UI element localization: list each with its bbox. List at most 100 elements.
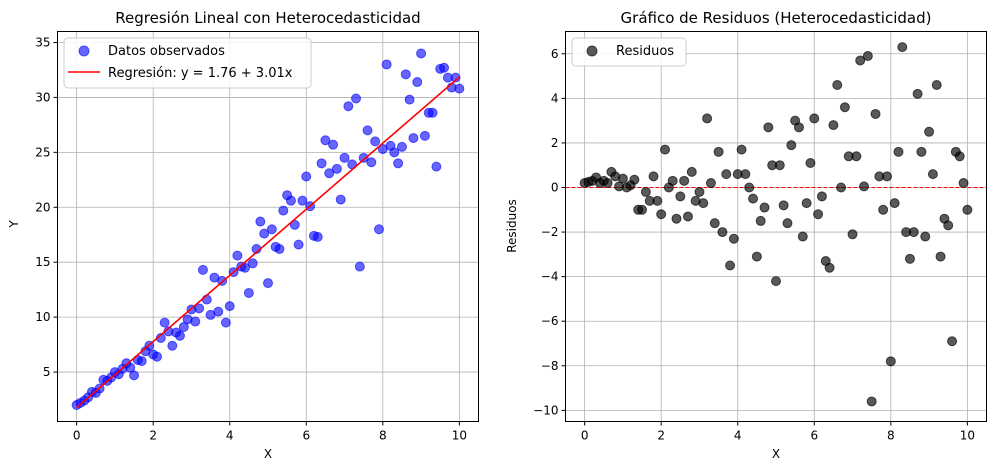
- regression-data-point: [159, 317, 170, 328]
- regression-y-tick-label: 25: [35, 145, 50, 159]
- regression-data-point: [412, 77, 423, 88]
- residuals-data-point: [640, 186, 651, 197]
- regression-line: [76, 76, 460, 409]
- regression-data-point: [201, 294, 212, 305]
- residuals-data-point: [947, 336, 958, 347]
- regression-chart: Regresión Lineal con Heterocedasticidad …: [7, 9, 479, 461]
- regression-data-point: [278, 205, 289, 216]
- regression-x-tick-label: 8: [379, 429, 387, 443]
- residuals-data-point: [709, 218, 720, 229]
- residuals-data-point: [908, 227, 919, 238]
- regression-y-ticks: 5 10 15 20 25 30 35: [35, 35, 58, 379]
- regression-y-tick-label: 20: [35, 200, 50, 214]
- legend-label-observed: Datos observados: [108, 44, 225, 59]
- residuals-data-point: [778, 200, 789, 211]
- residuals-data-point: [862, 51, 873, 62]
- residuals-data-point: [725, 260, 736, 271]
- residuals-data-point: [916, 146, 927, 157]
- residuals-grid: [565, 31, 987, 422]
- residuals-data-point: [920, 231, 931, 242]
- residuals-y-label: Residuos: [505, 199, 519, 253]
- residuals-y-tick-label: −6: [541, 314, 559, 328]
- residuals-data-point: [602, 178, 613, 189]
- residuals-data-point: [881, 171, 892, 182]
- residuals-data-point: [728, 233, 739, 244]
- regression-data-point: [129, 370, 140, 381]
- regression-data-point: [167, 340, 178, 351]
- residuals-data-point: [698, 198, 709, 209]
- residuals-data-point: [774, 160, 785, 171]
- residuals-data-point: [813, 209, 824, 220]
- residuals-data-point: [847, 229, 858, 240]
- regression-y-tick-label: 30: [35, 90, 50, 104]
- regression-data-point: [450, 72, 461, 83]
- legend-marker-observed: [78, 45, 90, 57]
- legend-label-regression: Regresión: y = 1.76 + 3.01x: [108, 66, 293, 81]
- residuals-data-point: [675, 191, 686, 202]
- residuals-data-point: [924, 126, 935, 137]
- residuals-data-point: [755, 215, 766, 226]
- residuals-points: [579, 42, 973, 407]
- regression-data-point: [259, 228, 270, 239]
- residuals-data-point: [870, 108, 881, 119]
- residuals-legend: Residuos: [571, 37, 687, 67]
- residuals-data-point: [805, 157, 816, 168]
- residuals-data-point: [962, 204, 973, 215]
- residuals-data-point: [904, 253, 915, 264]
- regression-data-point: [431, 161, 442, 172]
- regression-data-point: [370, 136, 381, 147]
- residuals-data-point: [679, 175, 690, 186]
- regression-data-point: [297, 195, 308, 206]
- regression-data-point: [393, 158, 404, 169]
- residuals-data-point: [927, 169, 938, 180]
- residuals-data-point: [694, 186, 705, 197]
- residuals-data-point: [736, 144, 747, 155]
- regression-data-point: [354, 261, 365, 272]
- residuals-data-point: [809, 113, 820, 124]
- residuals-data-point: [897, 42, 908, 53]
- regression-data-point: [343, 101, 354, 112]
- regression-data-point: [232, 250, 243, 261]
- residuals-y-tick-label: 6: [551, 47, 559, 61]
- regression-x-ticks: 0 2 4 6 8 10: [73, 421, 467, 443]
- residuals-title: Gráfico de Residuos (Heterocedasticidad): [621, 9, 932, 27]
- residuals-data-point: [759, 202, 770, 213]
- residuals-data-point: [866, 396, 877, 407]
- legend-label-residuals: Residuos: [616, 44, 674, 59]
- regression-data-point: [328, 139, 339, 150]
- regression-data-point: [416, 48, 427, 59]
- regression-x-tick-label: 4: [226, 429, 234, 443]
- residuals-x-tick-label: 10: [960, 429, 975, 443]
- residuals-y-ticks: −10 −8 −6 −4 −2 0 2 4 6: [533, 47, 566, 417]
- regression-y-tick-label: 35: [35, 35, 50, 49]
- residuals-data-point: [656, 209, 667, 220]
- regression-data-point: [285, 195, 296, 206]
- residuals-data-point: [682, 211, 693, 222]
- residuals-data-point: [912, 88, 923, 99]
- residuals-data-point: [648, 171, 659, 182]
- residuals-plot-frame: [565, 31, 987, 422]
- regression-data-point: [266, 224, 277, 235]
- residuals-data-point: [686, 166, 697, 177]
- residuals-chart: Gráfico de Residuos (Heterocedasticidad)…: [505, 9, 987, 461]
- residuals-y-tick-label: −2: [541, 225, 559, 239]
- residuals-data-point: [954, 151, 965, 162]
- residuals-data-point: [797, 231, 808, 242]
- legend-box: [571, 37, 687, 67]
- residuals-data-point: [958, 178, 969, 189]
- residuals-data-point: [786, 140, 797, 151]
- regression-data-point: [331, 163, 342, 174]
- regression-x-tick-label: 6: [302, 429, 310, 443]
- regression-data-point: [316, 158, 327, 169]
- residuals-data-point: [705, 178, 716, 189]
- residuals-data-point: [637, 204, 648, 215]
- regression-y-tick-label: 15: [35, 255, 50, 269]
- residuals-x-tick-label: 4: [734, 429, 742, 443]
- residuals-x-label: X: [772, 447, 780, 461]
- regression-data-point: [396, 141, 407, 152]
- regression-data-point: [358, 152, 369, 163]
- residuals-x-ticks: 0 2 4 6 8 10: [581, 421, 975, 443]
- regression-data-point: [381, 59, 392, 70]
- residuals-x-tick-label: 8: [887, 429, 895, 443]
- regression-data-point: [224, 301, 235, 312]
